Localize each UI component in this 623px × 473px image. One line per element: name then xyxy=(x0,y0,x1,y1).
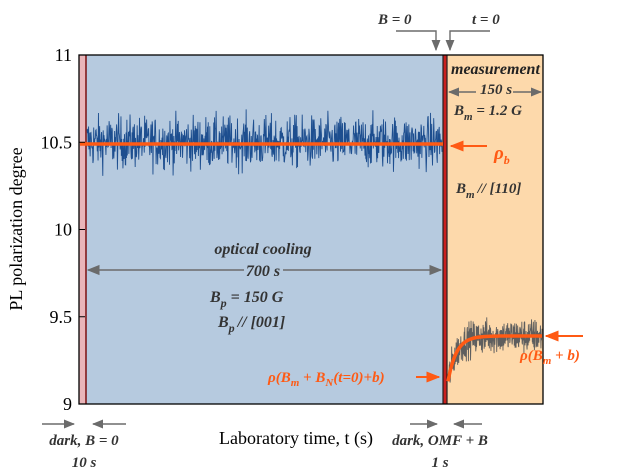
bp-value-label: Bp = 150 G xyxy=(209,289,284,310)
y-tick-label: 9.5 xyxy=(50,307,73,327)
y-tick-label: 10 xyxy=(54,220,72,240)
bm-direction-label: Bm// [110] xyxy=(455,181,521,201)
b-zero-label: B = 0 xyxy=(377,12,412,28)
measurement-duration: 150 s xyxy=(480,82,512,98)
rho-b-label: ρb xyxy=(493,143,510,167)
x-axis-label: Laboratory time, t (s) xyxy=(219,428,373,449)
t-zero-label: t = 0 xyxy=(472,12,500,28)
y-tick-label: 11 xyxy=(55,45,72,65)
trace-measurement xyxy=(447,317,543,383)
bp-direction-label: Bp// [001] xyxy=(217,314,285,335)
phase-optical-cooling xyxy=(86,55,443,404)
dark-b0-duration: 10 s xyxy=(72,455,97,471)
y-axis-ticks: 9 9.5 10 10.5 11 xyxy=(41,45,85,414)
dark-b0-label: dark, B = 0 xyxy=(49,433,119,449)
measurement-label: measurement xyxy=(451,61,540,78)
optical-cooling-label: optical cooling xyxy=(214,241,311,258)
y-axis-label: PL polarization degree xyxy=(6,147,26,310)
y-tick-label: 10.5 xyxy=(41,132,73,152)
b-zero-arrow xyxy=(396,30,441,52)
optical-cooling-duration: 700 s xyxy=(246,263,280,280)
t-zero-arrow xyxy=(445,30,490,52)
dark-omf-duration: 1 s xyxy=(431,455,448,471)
y-tick-label: 9 xyxy=(63,394,72,414)
trace-optical-cooling xyxy=(86,109,443,176)
dark-omf-label: dark, OMF + B xyxy=(392,433,488,449)
bm-value-label: Bm = 1.2 G xyxy=(453,103,522,123)
rho-initial-label: ρ(Bm + BN(t=0)+b) xyxy=(267,370,385,389)
rho-final-label: ρ(Bm + b) xyxy=(519,348,580,367)
fit-line-relaxation xyxy=(446,334,542,382)
phase-dark-omf xyxy=(443,55,447,404)
